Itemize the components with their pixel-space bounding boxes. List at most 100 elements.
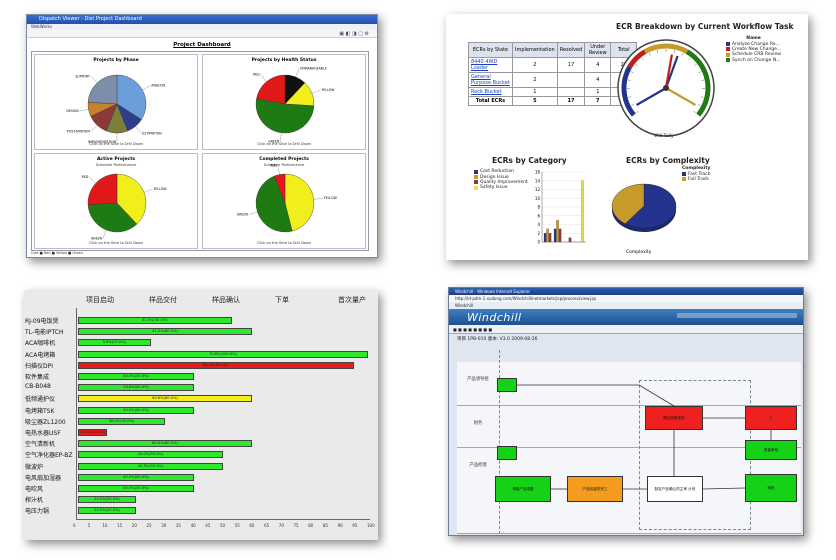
bar[interactable] — [558, 228, 562, 243]
gauge-band — [643, 43, 689, 54]
legend-swatch — [726, 47, 730, 52]
banner-search[interactable] — [677, 313, 797, 318]
chart-cell-active[interactable]: Active Projects Schedule Performance Click… — [34, 153, 198, 249]
task-step1[interactable]: 领取产品准备 — [495, 476, 551, 502]
bar[interactable] — [546, 228, 549, 243]
row-label: 扫描仪DPI — [25, 362, 54, 370]
gantt-bar[interactable]: 40.0%(40.0%) — [78, 406, 194, 414]
task-step3[interactable]: 制定产品确认的主审 计划 — [647, 476, 703, 502]
bar[interactable] — [543, 233, 547, 243]
bar[interactable] — [548, 233, 552, 243]
gantt-bar[interactable]: 70.8%(100.0%) — [78, 350, 368, 358]
table-row: Total ECRs517729 — [468, 96, 638, 106]
legend-item: Quality Improvement — [474, 180, 528, 185]
y-tick-label: 12 — [535, 187, 541, 192]
pie-slice[interactable] — [624, 183, 677, 229]
pie-slice-label: YELLOW — [153, 187, 167, 191]
table-cell[interactable]: General Purpose Bucket — [468, 72, 513, 88]
bar[interactable] — [581, 180, 584, 243]
table-cell[interactable]: 8440 4WD Loader — [468, 57, 513, 73]
phase-label: 项目启动 — [86, 296, 114, 304]
gantt-bar[interactable]: 20.0%(10.0%) — [78, 429, 107, 436]
legend-item: Schedule CRB Review — [726, 52, 781, 57]
gantt-bar[interactable]: 60.6%(60.0%) — [78, 395, 252, 403]
x-tick-label: 75 — [293, 523, 299, 528]
dashboard-menu-bar[interactable]: WebWorks — [27, 24, 377, 30]
drill-down-note: Click on the Slice to Drill Down — [89, 142, 143, 146]
pie-chart[interactable]: YELLOW GREEN RED — [35, 154, 199, 250]
bar-label: 41.2%(60.0%) — [152, 329, 178, 334]
table-cell[interactable]: Rock Bucket — [468, 87, 513, 97]
gantt-bar[interactable]: 41.2%(60.0%) — [78, 328, 252, 336]
bar-label: 20.0%(10.0%) — [79, 430, 106, 434]
task-red-second[interactable]: 2 — [745, 406, 797, 430]
gantt-bar[interactable]: 40.0%(40.0%) — [78, 373, 194, 380]
x-tick-label: 0 — [73, 523, 76, 528]
gantt-bar[interactable]: 9.8%(25.0%) — [78, 339, 151, 347]
gantt-bar[interactable]: 20.0%(20.0%) — [78, 507, 136, 515]
windchill-browser: Windchill - Windows Internet Explorer ht… — [448, 287, 804, 536]
task-quality[interactable]: 质量审批 — [745, 440, 797, 460]
pie-chart[interactable]: UNMANAGEABLE YELLOW GREEN RED — [203, 55, 367, 151]
task-red-new[interactable]: 提出的新任务 — [645, 406, 703, 430]
gantt-bar[interactable]: 20.0%(20.0%) — [78, 496, 136, 504]
legend-label: Full Track — [688, 176, 709, 182]
gantt-bar[interactable]: 60.0%(60.0%) — [78, 440, 252, 448]
workflow-gauge[interactable] — [614, 36, 718, 140]
address-bar[interactable]: http://ld-pdm-1.xudong.com/Windchill/net… — [449, 295, 803, 302]
legend-item: Full Track — [682, 177, 710, 182]
pie-slice[interactable] — [611, 183, 645, 225]
pie-slice[interactable] — [255, 98, 315, 134]
chart-cell-health[interactable]: Projects by Health Status Click on the Sl… — [202, 54, 366, 150]
row-label: ACA咖啡机 — [25, 340, 56, 348]
ecr-state-table: ECRs by State Implementation Resolved Under… — [468, 42, 638, 106]
chart-subtitle: Schedule Performance — [263, 163, 305, 167]
x-tick-label: 65 — [264, 523, 270, 528]
task-step2[interactable]: 产品包装的完工 — [567, 476, 623, 502]
bar-label: 40.0%(40.0%) — [123, 407, 149, 412]
pie-slice[interactable] — [87, 74, 118, 105]
gantt-bar[interactable]: 40.0%(40.0%) — [78, 473, 194, 481]
legend-item: Cost Reduction — [474, 169, 528, 174]
category-legend: Cost Reduction Design Issue Quality Improv… — [474, 169, 528, 191]
bar-label: 70.8%(100.0%) — [209, 351, 237, 356]
pie-slice[interactable] — [274, 173, 286, 204]
x-tick-label: 95 — [352, 523, 358, 528]
chart-cell-completed[interactable]: Completed Projects Schedule Performance Cl… — [202, 153, 366, 249]
table-cell: 7 — [584, 96, 612, 106]
pie-slice[interactable] — [255, 175, 293, 233]
chart-title: Active Projects — [96, 157, 136, 162]
bar-label: 88.4%(95.0%) — [202, 362, 229, 367]
gauge-needle — [665, 87, 696, 106]
gantt-bar[interactable]: 30.0%(30.0%) — [78, 417, 165, 425]
gantt-bar[interactable]: 43.3%(50.0%) — [78, 462, 223, 470]
pie-chart[interactable]: ANALYZE ESTIMATION IMPLEMENTATION POST-MORT… — [35, 55, 199, 151]
chart-cell-phase[interactable]: Projects by Phase Click on the Slice to D… — [34, 54, 198, 150]
project-gantt: 项目启动 样品交付 样品确认 下单 首次量产 RJ-09电饭煲 52.5%(50.0%) TL… — [24, 290, 378, 540]
category-bar-chart[interactable]: 16 14 12 10 8 6 4 2 0 — [528, 166, 588, 248]
pie-slice[interactable] — [256, 74, 286, 105]
pie-slice[interactable] — [87, 173, 118, 206]
pie-slice-label: GREEN — [91, 236, 103, 240]
browser-tab[interactable]: Windchill — [449, 302, 803, 309]
legend-item: Fast Track — [682, 171, 710, 177]
bar[interactable] — [553, 228, 557, 243]
task-step4[interactable]: 审批 — [745, 474, 797, 502]
gantt-bar[interactable]: 28.8%(40.0%) — [78, 384, 194, 392]
tip-box[interactable] — [497, 378, 517, 392]
gantt-bar[interactable]: 20.0%(50.0%) — [78, 451, 223, 459]
pie-slice[interactable] — [284, 173, 315, 232]
bar[interactable] — [556, 220, 559, 243]
gantt-bar[interactable]: 52.5%(50.0%) — [78, 317, 232, 324]
x-tick-label: 40 — [190, 523, 196, 528]
gantt-bar[interactable]: 88.4%(95.0%) — [78, 361, 354, 369]
pie-chart[interactable]: YELLOW GREEN RED — [203, 154, 367, 250]
process-toolbar[interactable]: ■ ■ ■ ■ ■ ■ ■ ■ — [449, 325, 803, 334]
tip-box-2[interactable] — [497, 446, 517, 460]
complexity-pie-chart[interactable] — [604, 174, 684, 244]
pie-slice[interactable] — [87, 202, 138, 233]
bar-label: 43.3%(50.0%) — [137, 463, 164, 468]
gantt-bar[interactable]: 45.5%(40.0%) — [78, 485, 194, 492]
bar[interactable] — [568, 237, 572, 243]
toolbar-icons[interactable]: ▣ ◧ ◨ ▢ ⚙ — [339, 31, 369, 37]
